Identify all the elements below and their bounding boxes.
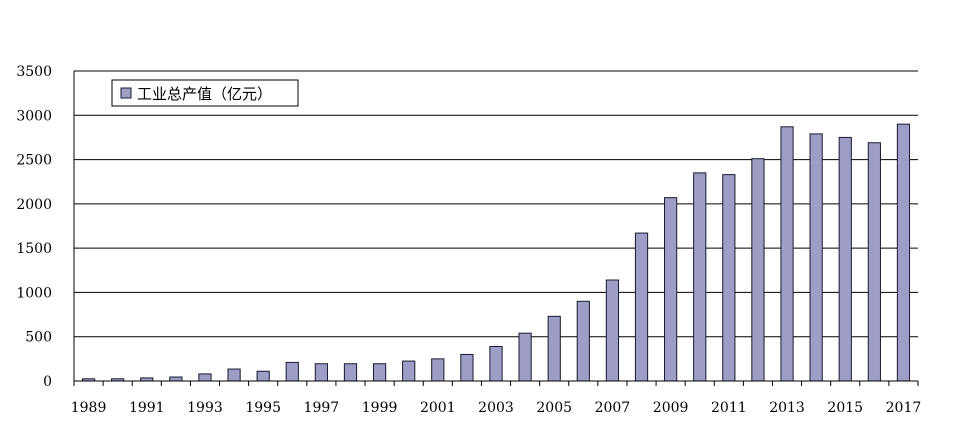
- y-tick-label: 500: [25, 330, 52, 346]
- bar-2009: [664, 197, 678, 382]
- x-tick-label: 2013: [769, 400, 805, 416]
- bar-2014: [809, 133, 823, 382]
- y-tick-label: 2000: [16, 197, 52, 213]
- axes: [73, 71, 919, 386]
- bar-1999: [372, 363, 387, 382]
- bar-1998: [343, 363, 358, 382]
- x-tick-label: 1989: [71, 400, 107, 416]
- bar-2015: [838, 136, 852, 382]
- x-tick-label: 2011: [711, 400, 747, 416]
- x-tick-label: 1993: [187, 400, 223, 416]
- y-tick-label: 3000: [16, 108, 52, 124]
- bar-2003: [489, 345, 503, 382]
- y-tick-label: 2500: [16, 153, 52, 169]
- bar-2012: [751, 158, 765, 382]
- x-tick-label: 2001: [420, 400, 456, 416]
- bar-2000: [402, 360, 416, 382]
- bar-2007: [605, 279, 620, 382]
- x-tick-label: 1999: [362, 400, 398, 416]
- bar-1993: [198, 373, 212, 382]
- x-tick-label: 2003: [478, 400, 514, 416]
- bar-1994: [227, 368, 241, 382]
- bars: [81, 123, 911, 382]
- x-tick-labels: 1989 1991 1993 1995 1997 1999 2001 2003 2005 2007…: [71, 400, 922, 416]
- bar-2011: [722, 174, 736, 382]
- bar-2001: [431, 358, 445, 382]
- bar-1996: [285, 361, 299, 382]
- x-tick-label: 1991: [129, 400, 165, 416]
- legend: 工业总产值（亿元）: [111, 79, 299, 107]
- gridlines: [74, 70, 918, 338]
- bar-1992: [169, 376, 183, 382]
- y-tick-labels: 0 500 1000 1500 2000 2500 3000 3500: [16, 64, 52, 390]
- bar-2008: [634, 232, 649, 382]
- bar-2010: [693, 172, 707, 382]
- x-tick-label: 2009: [653, 400, 689, 416]
- bar-2005: [547, 315, 561, 382]
- x-tick-label: 2015: [827, 400, 863, 416]
- y-tick-label: 0: [43, 374, 52, 390]
- legend-swatch: [120, 87, 132, 99]
- bar-2016: [867, 142, 881, 382]
- x-tick-label: 2005: [536, 400, 572, 416]
- x-tick-label: 2007: [595, 400, 631, 416]
- legend-box: [111, 79, 299, 107]
- bar-2013: [780, 126, 794, 382]
- bar-2002: [460, 353, 474, 382]
- bar-2006: [576, 300, 590, 382]
- y-tick-label: 1500: [16, 241, 52, 257]
- x-tick-label: 2017: [886, 400, 922, 416]
- x-tick-label: 1997: [304, 400, 340, 416]
- bar-1995: [256, 370, 270, 382]
- y-tick-label: 1000: [16, 285, 52, 301]
- bar-2004: [518, 332, 532, 382]
- legend-label: 工业总产值（亿元）: [137, 85, 272, 103]
- bar-1997: [314, 363, 328, 382]
- x-tick-label: 1995: [245, 400, 281, 416]
- bar-2017: [896, 123, 911, 382]
- y-tick-label: 3500: [16, 64, 52, 80]
